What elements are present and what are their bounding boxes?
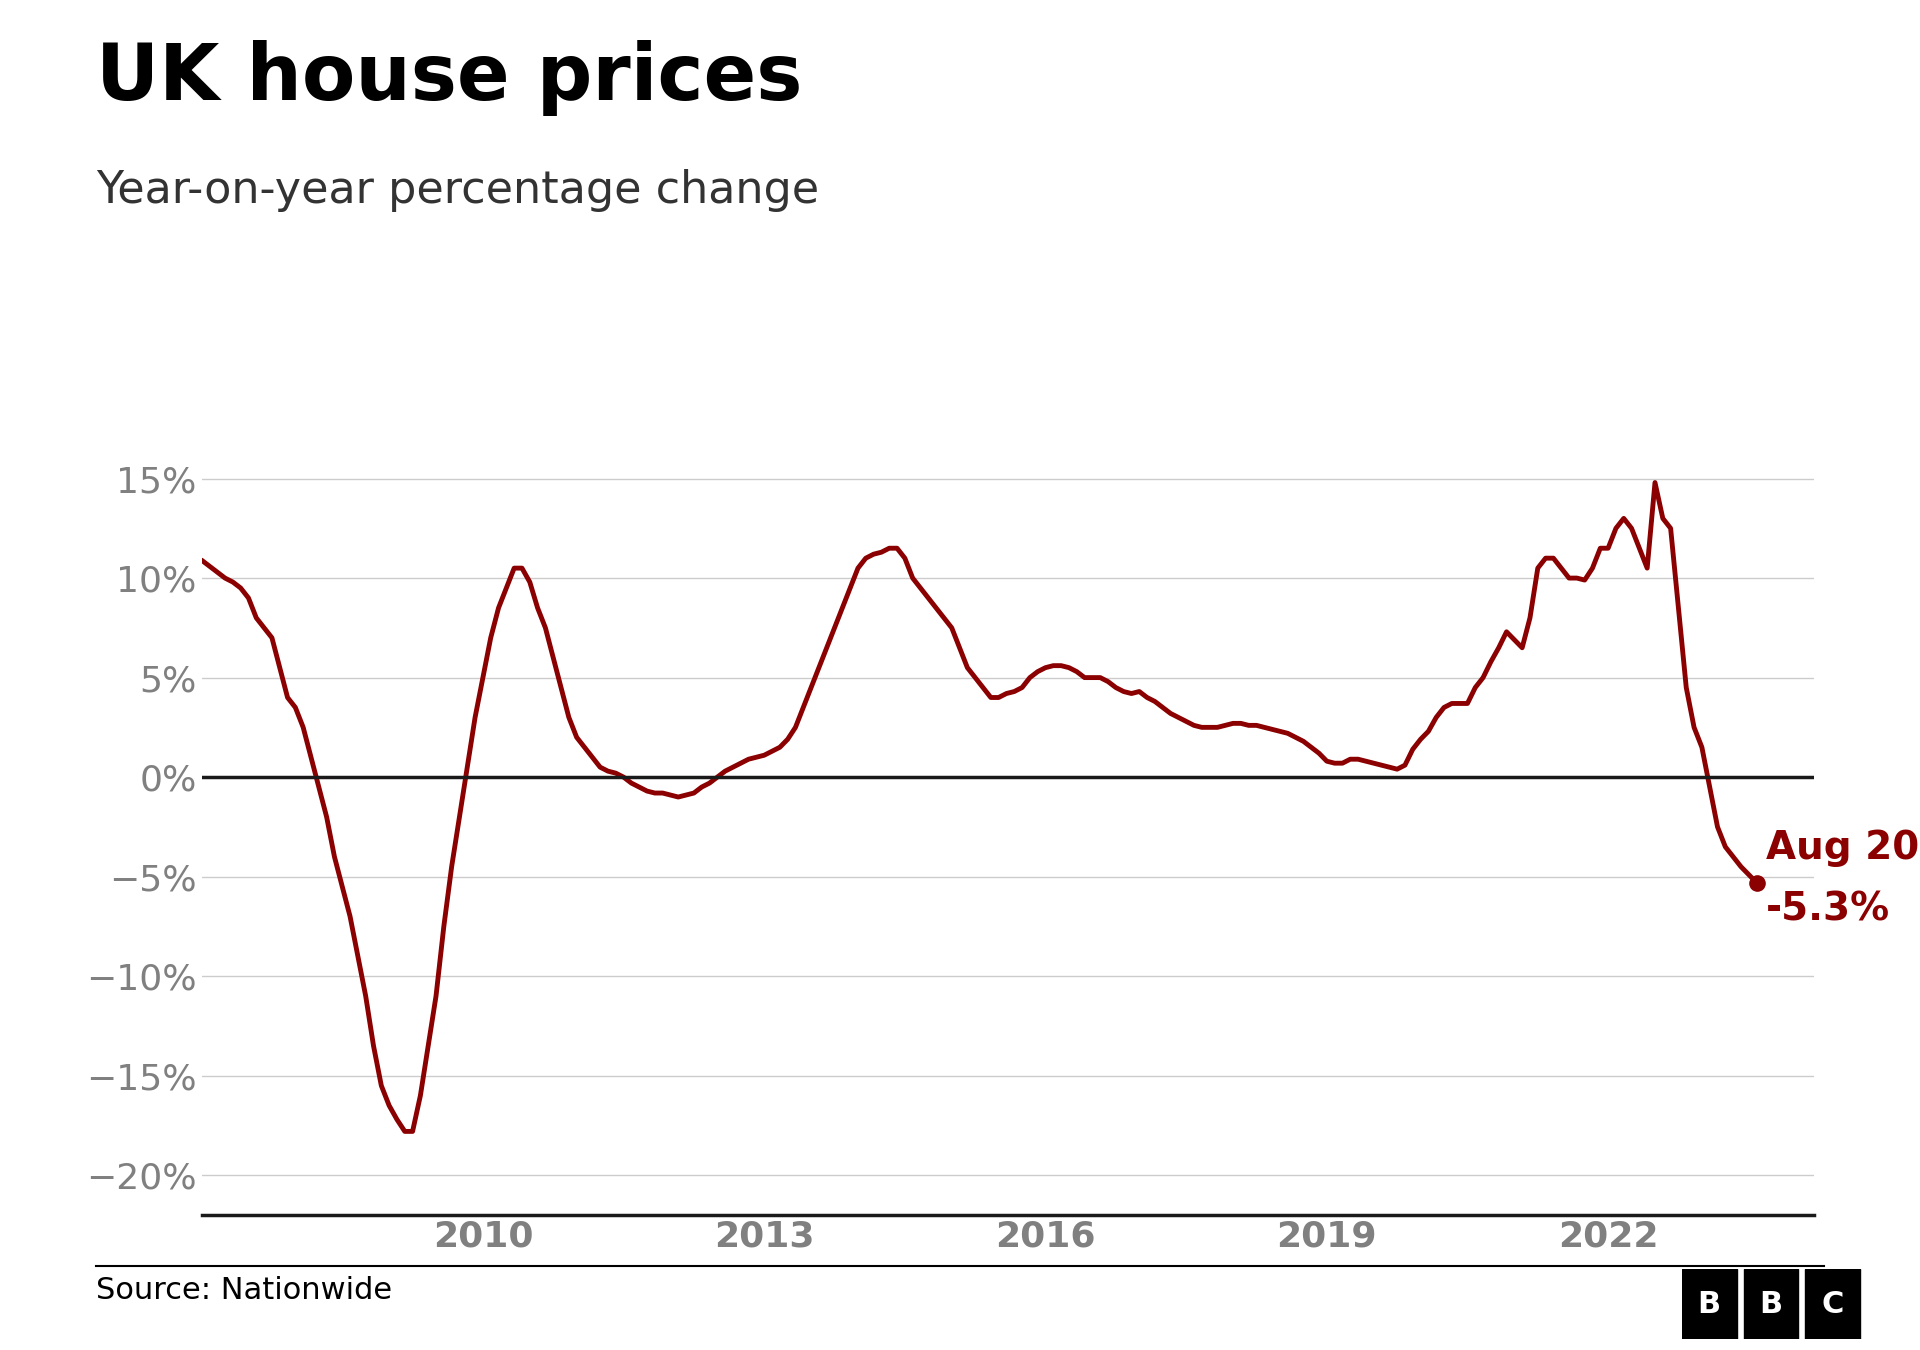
Point	[1741, 872, 1772, 894]
Text: Aug 2023: Aug 2023	[1766, 829, 1920, 867]
Text: B: B	[1759, 1289, 1782, 1319]
Text: B: B	[1697, 1289, 1720, 1319]
Text: Source: Nationwide: Source: Nationwide	[96, 1276, 392, 1304]
Text: C: C	[1822, 1289, 1843, 1319]
FancyBboxPatch shape	[1743, 1269, 1799, 1339]
Text: -5.3%: -5.3%	[1766, 891, 1889, 929]
Text: Year-on-year percentage change: Year-on-year percentage change	[96, 169, 820, 212]
Text: UK house prices: UK house prices	[96, 40, 803, 116]
FancyBboxPatch shape	[1682, 1269, 1738, 1339]
FancyBboxPatch shape	[1805, 1269, 1860, 1339]
